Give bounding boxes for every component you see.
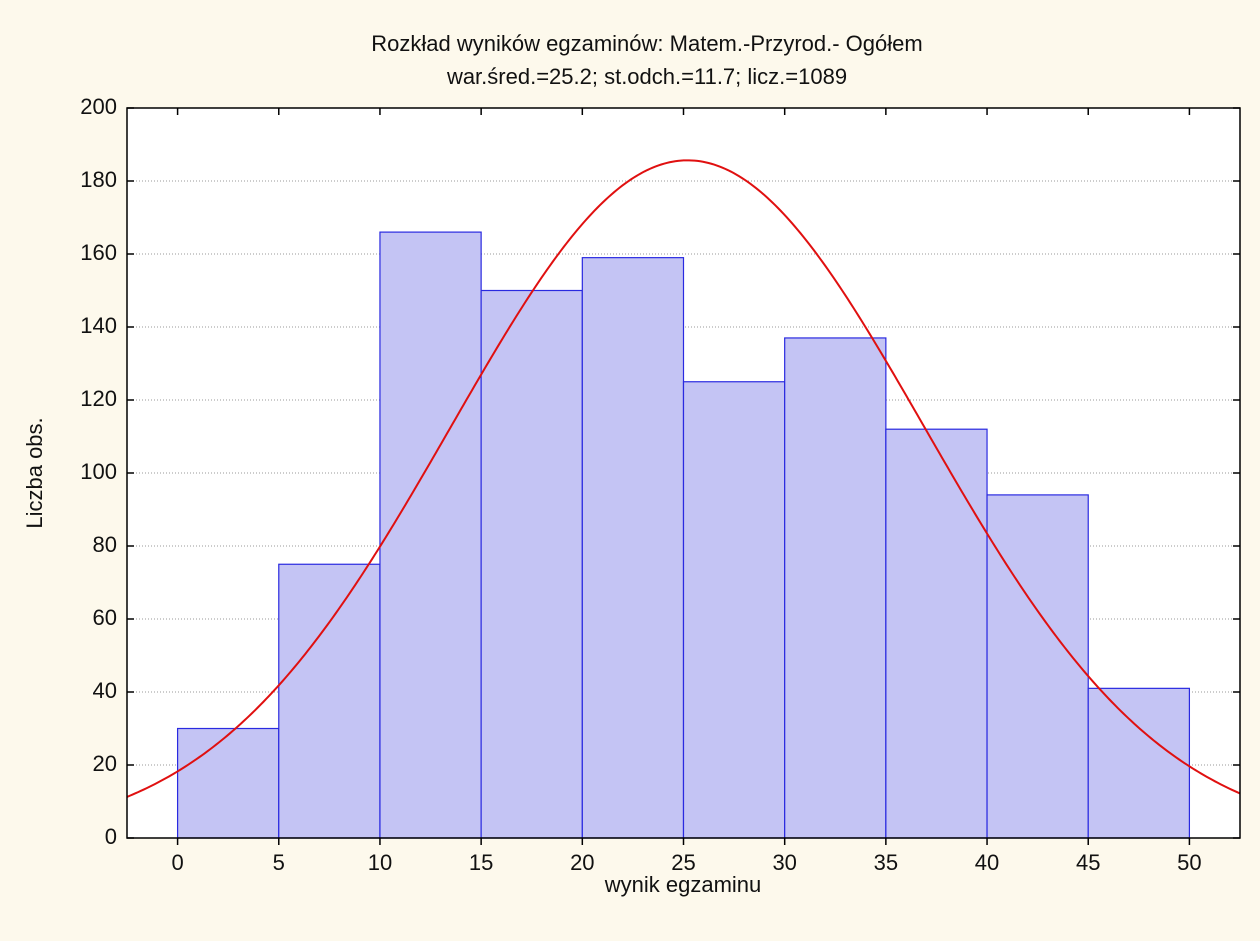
chart-title: Rozkład wyników egzaminów: Matem.-Przyro…: [371, 31, 922, 56]
y-tick-label: 0: [105, 824, 117, 849]
y-tick-label: 160: [80, 240, 117, 265]
y-tick-label: 200: [80, 94, 117, 119]
bar: [480, 289, 583, 839]
bar: [682, 381, 786, 839]
plot-frame: [126, 107, 1241, 839]
bar: [1087, 687, 1191, 839]
bar: [176, 727, 280, 839]
x-tick-label: 20: [570, 850, 594, 875]
y-tick-label: 20: [93, 751, 117, 776]
normal-fit-curve: [127, 159, 1240, 798]
y-axis-label: Liczba obs.: [22, 417, 47, 528]
x-tick-label: 5: [273, 850, 285, 875]
x-axis-label: wynik egzaminu: [604, 872, 762, 897]
bar: [278, 563, 381, 839]
chart-subtitle: war.śred.=25.2; st.odch.=11.7; licz.=108…: [446, 64, 847, 89]
bar: [784, 337, 887, 839]
x-tick-label: 15: [469, 850, 493, 875]
y-tick-label: 40: [93, 678, 117, 703]
y-tick-label: 100: [80, 459, 117, 484]
y-tick-label: 60: [93, 605, 117, 630]
y-tick-label: 140: [80, 313, 117, 338]
y-tick-label: 180: [80, 167, 117, 192]
x-tick-label: 45: [1076, 850, 1100, 875]
x-tick-label: 25: [671, 850, 695, 875]
bar: [581, 257, 685, 839]
y-tick-label: 80: [93, 532, 117, 557]
x-tick-label: 30: [772, 850, 796, 875]
x-tick-label: 0: [171, 850, 183, 875]
bar: [379, 231, 482, 839]
x-tick-label: 50: [1177, 850, 1201, 875]
bar: [986, 494, 1089, 839]
y-tick-label: 120: [80, 386, 117, 411]
x-tick-label: 40: [975, 850, 999, 875]
x-tick-label: 10: [368, 850, 392, 875]
bar: [885, 428, 988, 839]
x-tick-label: 35: [874, 850, 898, 875]
